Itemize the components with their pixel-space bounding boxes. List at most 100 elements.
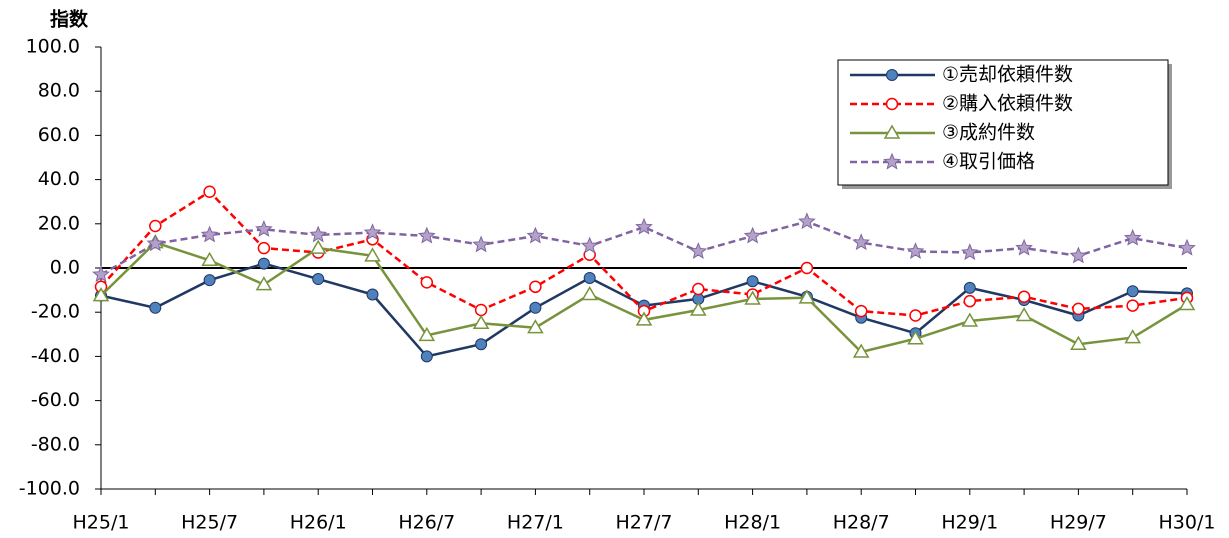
marker xyxy=(1015,238,1033,256)
marker xyxy=(472,314,490,329)
series-line xyxy=(100,220,1188,276)
marker xyxy=(961,312,979,327)
y-tick-label: 80.0 xyxy=(38,80,80,102)
marker xyxy=(1015,307,1033,322)
marker xyxy=(583,271,596,284)
y-axis-title: 指数 xyxy=(50,8,89,31)
x-tick-label: H25/7 xyxy=(181,512,238,534)
marker xyxy=(689,301,707,316)
marker xyxy=(201,251,218,267)
x-tick-label: H30/1 xyxy=(1159,512,1216,534)
marker xyxy=(886,69,898,81)
marker xyxy=(906,242,925,259)
marker xyxy=(203,185,216,199)
marker xyxy=(200,225,219,243)
marker xyxy=(309,225,328,243)
marker xyxy=(312,273,325,286)
marker xyxy=(309,239,327,254)
marker xyxy=(92,287,110,302)
marker xyxy=(364,247,381,262)
marker xyxy=(883,152,901,170)
marker xyxy=(963,281,976,294)
marker xyxy=(1124,329,1142,344)
marker xyxy=(581,286,599,301)
marker xyxy=(475,338,488,351)
y-tick-label: -40.0 xyxy=(31,345,80,367)
marker xyxy=(529,280,542,294)
marker xyxy=(744,290,761,305)
marker xyxy=(635,311,653,326)
marker xyxy=(800,261,814,275)
x-tick-label: H26/1 xyxy=(290,512,347,534)
marker xyxy=(852,343,870,358)
x-tick-label: H26/7 xyxy=(398,512,455,534)
y-tick-label: -60.0 xyxy=(31,389,80,411)
x-tick-label: H27/1 xyxy=(507,512,564,534)
marker xyxy=(1070,335,1087,350)
marker xyxy=(1126,299,1139,312)
marker xyxy=(580,236,599,254)
marker xyxy=(960,243,979,261)
y-tick-label: 20.0 xyxy=(38,212,80,234)
marker xyxy=(746,275,759,288)
y-tick-label: 60.0 xyxy=(38,124,80,146)
marker xyxy=(1069,246,1088,264)
marker xyxy=(854,304,868,318)
y-tick-label: 40.0 xyxy=(38,168,80,190)
x-tick-label: H28/1 xyxy=(724,512,781,534)
marker xyxy=(420,350,433,363)
marker xyxy=(689,242,708,259)
marker xyxy=(692,282,705,296)
marker xyxy=(743,226,762,244)
marker xyxy=(474,303,488,317)
x-tick-label: H28/7 xyxy=(833,512,890,534)
marker xyxy=(255,276,273,291)
y-tick-label: -20.0 xyxy=(31,301,80,323)
marker xyxy=(1126,285,1139,298)
marker xyxy=(907,330,924,345)
y-tick-label: -100.0 xyxy=(19,478,80,500)
marker xyxy=(92,265,110,283)
marker xyxy=(146,234,165,252)
legend-label: ①売却依頼件数 xyxy=(942,64,1073,86)
marker xyxy=(1178,295,1196,311)
marker xyxy=(963,294,977,308)
x-tick-label: H25/1 xyxy=(73,512,130,534)
legend-label: ②購入依頼件数 xyxy=(942,93,1073,115)
marker xyxy=(420,276,434,289)
marker xyxy=(203,274,216,287)
y-tick-label: -80.0 xyxy=(31,433,80,455)
marker xyxy=(527,319,544,334)
marker xyxy=(529,301,542,314)
marker xyxy=(1178,238,1196,256)
marker xyxy=(1123,228,1142,246)
x-tick-label: H29/1 xyxy=(941,512,998,534)
legend-label: ④取引価格 xyxy=(942,151,1035,173)
x-tick-label: H27/7 xyxy=(616,512,673,534)
y-tick-label: 0.0 xyxy=(50,257,80,279)
marker xyxy=(255,219,273,237)
marker xyxy=(149,301,162,314)
marker xyxy=(798,212,816,230)
marker xyxy=(472,235,490,253)
marker xyxy=(257,257,270,270)
marker xyxy=(798,289,816,304)
marker xyxy=(526,226,545,244)
marker xyxy=(257,241,271,255)
marker xyxy=(417,226,436,244)
marker xyxy=(909,309,922,322)
legend-label: ③成約件数 xyxy=(942,122,1035,144)
marker xyxy=(883,124,901,139)
marker xyxy=(1072,302,1085,316)
marker xyxy=(852,233,871,251)
marker xyxy=(635,217,653,235)
marker xyxy=(418,326,436,342)
marker xyxy=(885,97,899,111)
marker xyxy=(1017,290,1031,303)
marker xyxy=(363,223,382,241)
marker xyxy=(366,288,379,301)
marker xyxy=(149,219,162,233)
x-tick-label: H29/7 xyxy=(1050,512,1107,534)
y-tick-label: 100.0 xyxy=(26,36,80,58)
